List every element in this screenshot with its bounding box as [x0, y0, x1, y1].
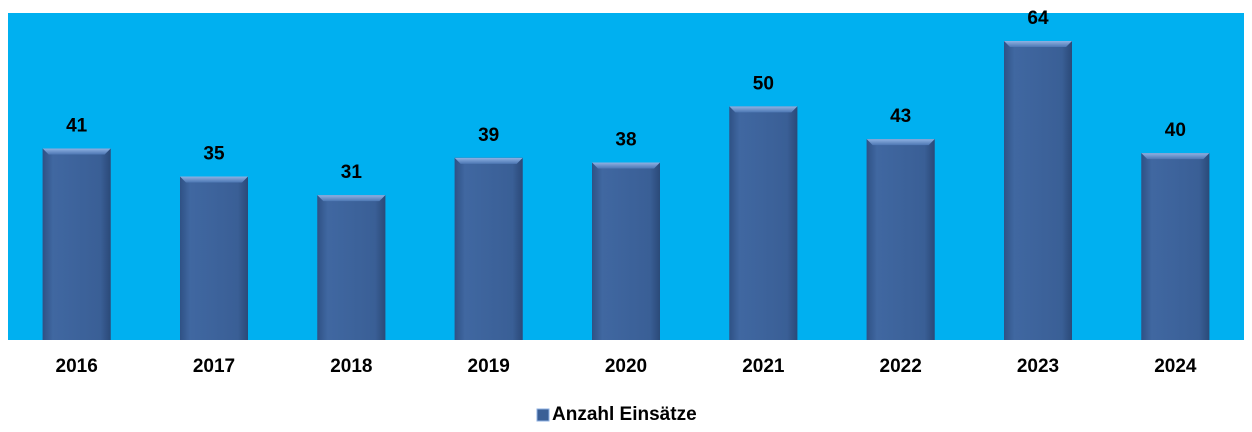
- data-label: 40: [1165, 120, 1186, 141]
- bar-shade: [42, 148, 111, 340]
- bar-cap: [180, 176, 248, 183]
- data-label: 64: [1027, 8, 1049, 29]
- x-tick-label: 2019: [468, 356, 510, 377]
- bar-cap: [866, 139, 935, 146]
- legend-swatch: [536, 408, 550, 422]
- x-tick-label: 2020: [605, 356, 647, 377]
- bar-cap: [1004, 41, 1072, 48]
- bar-shade: [592, 162, 660, 340]
- bar-cap: [42, 148, 111, 155]
- x-tick-label: 2022: [880, 356, 922, 377]
- bar-shade: [1004, 41, 1072, 341]
- data-label: 35: [203, 144, 225, 165]
- x-tick-label: 2016: [56, 356, 98, 377]
- bar-cap: [317, 195, 386, 202]
- data-label: 43: [890, 106, 911, 127]
- bar-cap: [729, 106, 798, 113]
- bar-cap: [592, 162, 660, 169]
- bar-shade: [1141, 153, 1210, 340]
- bar-shade: [729, 106, 798, 340]
- bar-cap: [1141, 153, 1210, 160]
- legend-label: Anzahl Einsätze: [552, 404, 697, 425]
- data-label: 38: [615, 130, 636, 151]
- data-label: 50: [753, 73, 774, 94]
- bar-shade: [317, 195, 386, 340]
- x-tick-label: 2024: [1154, 356, 1197, 377]
- data-label: 31: [341, 162, 363, 183]
- x-tick-label: 2021: [742, 356, 785, 377]
- data-label: 39: [478, 125, 499, 146]
- bar-cap: [454, 157, 523, 164]
- x-tick-label: 2023: [1017, 356, 1059, 377]
- bar-shade: [180, 176, 248, 340]
- data-label: 41: [66, 115, 88, 136]
- bar-shade: [454, 157, 523, 340]
- x-tick-label: 2017: [193, 356, 235, 377]
- bar-shade: [866, 139, 935, 340]
- x-tick-label: 2018: [330, 356, 372, 377]
